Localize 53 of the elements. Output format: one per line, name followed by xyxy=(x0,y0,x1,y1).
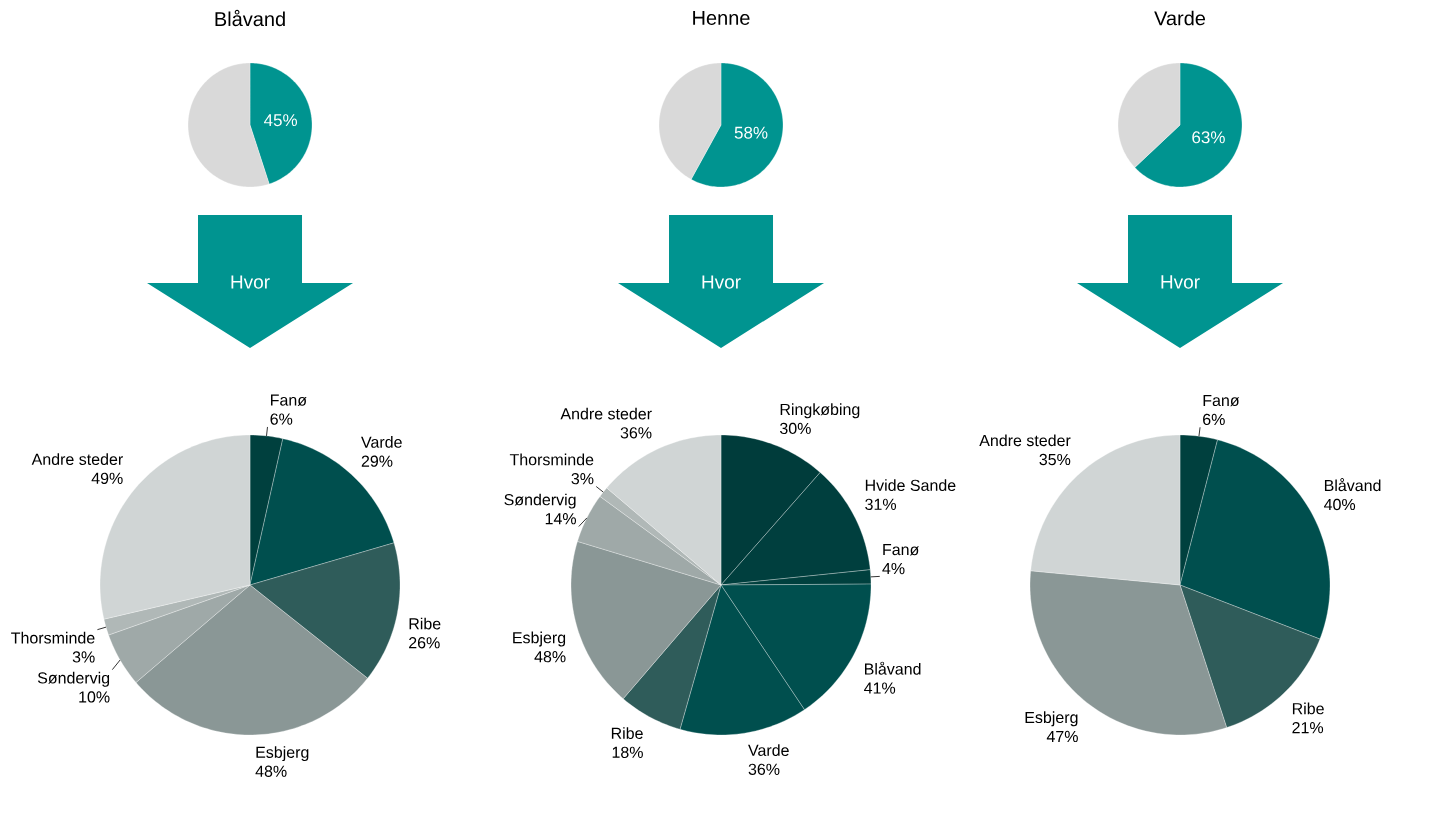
data-label: 36% xyxy=(620,427,652,439)
slice-label: Hvide Sande xyxy=(865,479,956,492)
data-label: 26% xyxy=(409,637,440,649)
slice-label: Esbjerg xyxy=(513,631,566,647)
slice-label: Esbjerg xyxy=(256,746,309,762)
chart-title: Henne xyxy=(693,11,750,25)
data-label: 6% xyxy=(270,413,293,425)
data-label: 29% xyxy=(361,455,393,467)
data-label: 47% xyxy=(1046,730,1078,743)
data-label: 3% xyxy=(571,472,594,485)
data-label: 48% xyxy=(534,651,566,663)
data-label: 63% xyxy=(1192,131,1225,144)
slice-label: Ringkøbing xyxy=(780,403,860,419)
data-label: 3% xyxy=(72,651,95,663)
slice-label: Fanø xyxy=(883,544,919,556)
text: Hvor xyxy=(702,275,741,289)
slice-label: Esbjerg xyxy=(1025,711,1078,727)
slice-label: Andre steder xyxy=(560,407,652,420)
data-label: 18% xyxy=(612,746,643,758)
data-label: 48% xyxy=(255,765,287,777)
slice-label: Varde xyxy=(748,744,789,756)
data-label: 45% xyxy=(264,114,298,127)
chart-title: Blåvand xyxy=(215,9,285,27)
data-label: 41% xyxy=(864,682,896,694)
slice-label: Fanø xyxy=(1203,394,1240,407)
data-label: 10% xyxy=(79,691,110,703)
slice-label: Thorsminde xyxy=(509,453,594,466)
data-label: 49% xyxy=(91,472,123,484)
data-label: 35% xyxy=(1039,453,1071,466)
slice-label: Ribe xyxy=(1292,702,1324,715)
slice-label: Fanø xyxy=(271,394,307,406)
slice-label: Søndervig xyxy=(37,671,110,687)
text: Hvor xyxy=(231,275,270,289)
data-label: 21% xyxy=(1292,721,1324,734)
slice-label: Andre steder xyxy=(979,434,1071,447)
slice-label: Varde xyxy=(361,436,402,448)
data-label: 14% xyxy=(545,513,577,525)
slice-label: Thorsminde xyxy=(11,631,95,644)
slice-label: Blåvand xyxy=(865,661,921,675)
slice-label: Søndervig xyxy=(504,493,576,509)
text: Hvor xyxy=(1161,275,1200,289)
data-label: 6% xyxy=(1203,413,1225,426)
data-label: 36% xyxy=(748,763,780,775)
slice-label: Andre steder xyxy=(31,453,123,465)
data-label: 40% xyxy=(1324,498,1356,511)
slice-label: Blåvand xyxy=(1324,478,1381,492)
data-label: 58% xyxy=(734,126,768,139)
data-label: 30% xyxy=(780,422,811,435)
slice-label: Ribe xyxy=(611,727,643,739)
data-label: 4% xyxy=(882,562,905,575)
data-label: 31% xyxy=(865,498,897,511)
slice-label: Ribe xyxy=(409,617,441,630)
chart-title: Varde xyxy=(1154,10,1206,26)
